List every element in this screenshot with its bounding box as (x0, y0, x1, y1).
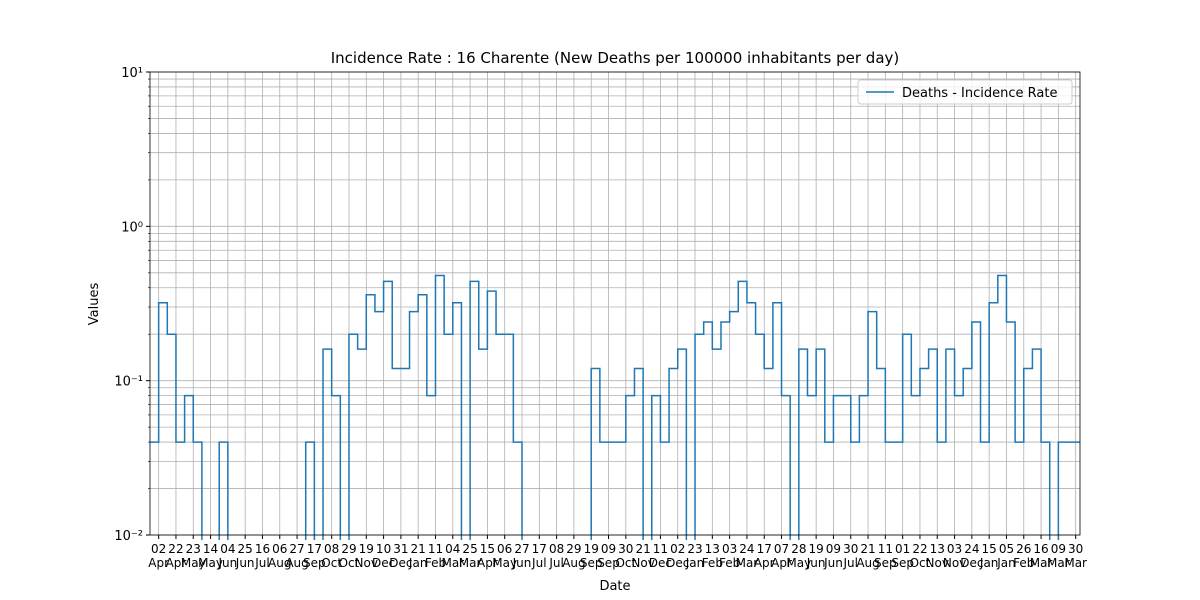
x-tick-label: 31 Dec (389, 542, 413, 570)
chart-title: Incidence Rate : 16 Charente (New Deaths… (331, 49, 900, 67)
x-tick-label: 03 Feb (719, 542, 741, 570)
x-tick-label: 02 Apr (148, 542, 170, 570)
x-tick-label: 24 Dec (960, 542, 984, 570)
x-tick-label: 02 Dec (666, 542, 690, 570)
x-tick-label: 30 Mar (1064, 542, 1087, 570)
y-axis-label: Values (87, 283, 102, 326)
x-tick-label: 19 Sep (579, 542, 603, 570)
x-tick-label: 05 Jan (997, 542, 1016, 570)
x-tick-label: 01 Sep (891, 542, 914, 570)
x-tick-label: 23 Jan (685, 542, 705, 570)
x-tick-label: 22 Oct (909, 542, 931, 570)
x-tick-label: 13 Feb (701, 542, 723, 570)
legend-box (857, 79, 1073, 105)
x-tick-label: 06 Aug (268, 542, 292, 570)
x-tick-label: 08 Jul (548, 542, 565, 570)
x-tick-label: 25 Jun (235, 542, 255, 570)
x-tick-label: 13 Nov (925, 542, 949, 570)
x-tick-label: 21 Jan (408, 542, 428, 570)
x-tick-label: 11 Dec (648, 542, 673, 570)
x-tick-label: 23 May (180, 542, 206, 570)
x-tick-label: 30 Jul (843, 542, 859, 570)
x-tick-label: 11 Feb (424, 542, 447, 570)
plot-frame (149, 71, 1081, 536)
grid (150, 71, 1080, 536)
x-tick-label: 17 Sep (303, 542, 326, 570)
x-tick-label: 30 Oct (615, 542, 637, 570)
x-tick-label: 06 May (492, 542, 518, 570)
x-tick-label: 04 Mar (441, 542, 465, 570)
legend-label: Deaths - Incidence Rate (902, 86, 1057, 101)
x-tick-label: 16 Jul (254, 542, 271, 570)
x-axis-label: Date (599, 579, 630, 594)
x-tick-label: 03 Nov (942, 542, 967, 570)
x-tick-label: 08 Oct (321, 542, 343, 570)
x-tick-label: 29 Aug (562, 542, 586, 570)
x-tick-label: 09 Mar (1047, 542, 1070, 570)
y-tick-label: 10¹ (121, 66, 143, 81)
y-tick-label: 10⁻² (114, 529, 143, 544)
x-tick-label: 21 Nov (631, 542, 655, 570)
x-tick-label: 15 Apr (477, 542, 498, 570)
x-tick-label: 19 Nov (354, 542, 378, 570)
x-tick-label: 10 Dec (371, 542, 396, 570)
y-tick-label: 10⁰ (121, 220, 143, 235)
x-tick-label: 19 Jun (806, 542, 826, 570)
x-tick-label: 29 Oct (338, 542, 360, 570)
x-tick-label: 27 Jun (512, 542, 532, 570)
x-tick-label: 28 May (786, 542, 812, 570)
x-tick-label: 04 Jun (218, 542, 238, 570)
x-tick-label: 26 Feb (1013, 542, 1035, 570)
x-tick-label: 16 Mar (1029, 542, 1053, 570)
x-tick-label: 25 Mar (458, 542, 482, 570)
x-tick-label: 17 Apr (753, 542, 775, 570)
x-tick-label: 11 Sep (874, 542, 897, 570)
x-tick-label: 21 Aug (856, 542, 880, 570)
x-tick-label: 27 Aug (285, 542, 309, 570)
x-tick-label: 14 May (198, 542, 223, 570)
x-tick-label: 09 Sep (597, 542, 620, 570)
x-tick-label: 24 Mar (735, 542, 759, 570)
data-line (150, 274, 1080, 540)
y-tick-label: 10⁻¹ (114, 375, 143, 390)
x-tick-label: 07 Apr (771, 542, 792, 570)
x-tick-label: 15 Jan (979, 542, 999, 570)
x-tick-label: 09 Jun (824, 542, 843, 570)
x-tick-label: 17 Jul (531, 542, 547, 570)
x-tick-label: 22 Apr (165, 542, 187, 570)
